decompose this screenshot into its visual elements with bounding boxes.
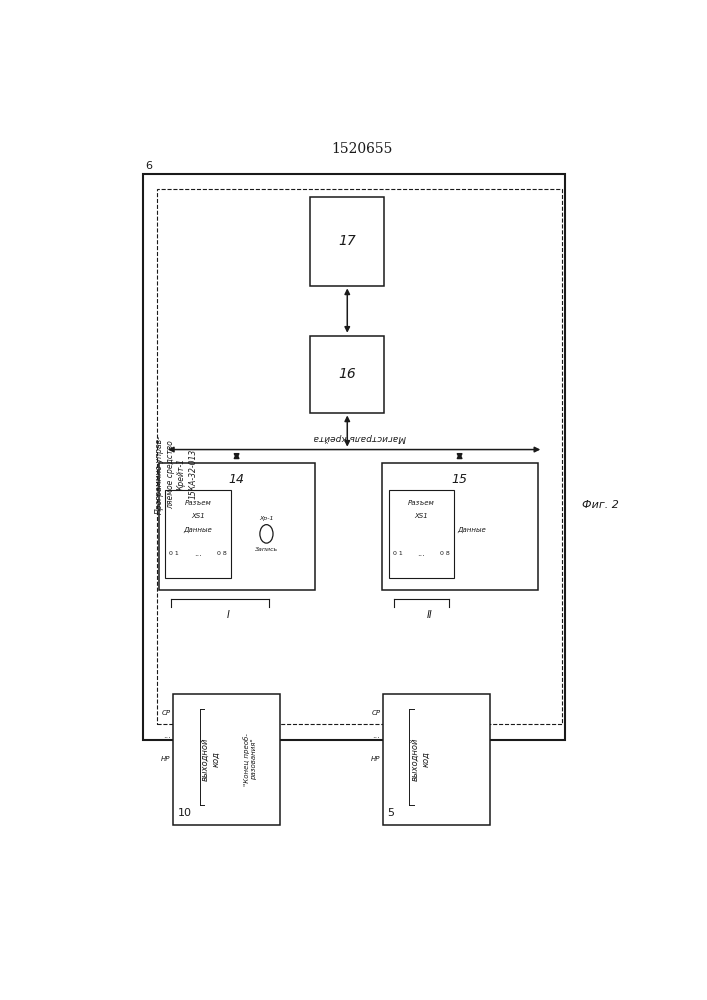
Text: выходной
код: выходной код — [201, 737, 221, 781]
Bar — [310, 197, 385, 286]
Text: Данные: Данные — [184, 526, 212, 533]
Text: СР: СР — [161, 710, 170, 716]
Text: НР: НР — [371, 756, 380, 762]
Bar — [310, 336, 385, 413]
Bar — [383, 694, 490, 825]
Text: ...: ... — [163, 732, 170, 740]
Text: 1520655: 1520655 — [332, 142, 393, 156]
Text: 10: 10 — [177, 808, 192, 818]
Text: I: I — [227, 610, 230, 620]
Bar — [382, 463, 538, 590]
Text: НР: НР — [161, 756, 170, 762]
Bar — [157, 189, 562, 724]
Text: 15: 15 — [452, 473, 467, 486]
Bar — [389, 490, 455, 578]
Text: 0 8: 0 8 — [440, 551, 450, 556]
Text: 6: 6 — [145, 161, 152, 171]
Text: Разъем: Разъем — [185, 500, 211, 506]
Bar — [144, 174, 565, 740]
Text: выходной
код: выходной код — [411, 737, 431, 781]
Text: ...: ... — [194, 549, 202, 558]
Text: ...: ... — [373, 732, 380, 740]
Text: XS1: XS1 — [414, 513, 428, 519]
Text: 17: 17 — [339, 234, 356, 248]
Text: СР: СР — [371, 710, 380, 716]
Text: Запись: Запись — [255, 547, 278, 552]
Text: Магистраль крейта: Магистраль крейта — [313, 433, 406, 442]
Text: 0 8: 0 8 — [217, 551, 226, 556]
Text: Данные: Данные — [457, 526, 486, 533]
Text: 0 1: 0 1 — [393, 551, 403, 556]
Text: Фиг. 2: Фиг. 2 — [583, 500, 619, 510]
Text: 5: 5 — [387, 808, 395, 818]
Text: Разъем: Разъем — [408, 500, 435, 506]
Text: XS1: XS1 — [191, 513, 205, 519]
Text: Хр-1: Хр-1 — [259, 516, 274, 521]
Text: "Конец преоб-
разования": "Конец преоб- разования" — [243, 733, 257, 786]
Bar — [158, 463, 315, 590]
Text: 16: 16 — [339, 367, 356, 381]
Bar — [173, 694, 280, 825]
Text: II: II — [427, 610, 433, 620]
Text: ...: ... — [418, 549, 426, 558]
Text: 0 1: 0 1 — [170, 551, 179, 556]
Text: Программно-управ-
ляемое средство
Крейт-1
15КА-32-013: Программно-управ- ляемое средство Крейт-… — [155, 435, 197, 514]
Text: 14: 14 — [228, 473, 245, 486]
Bar — [165, 490, 231, 578]
